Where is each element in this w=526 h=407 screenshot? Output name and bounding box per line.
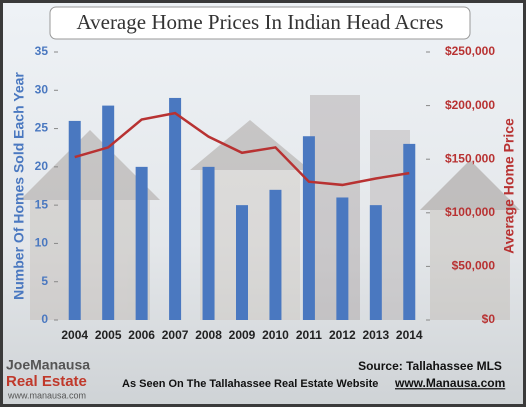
bar [169,97,182,320]
y2-tick-label: $250,000 [445,44,495,58]
logo-url: www.manausa.com [7,390,86,400]
y-tick-label: 30 [35,82,49,96]
chart-title: Average Home Prices In Indian Head Acres [77,10,444,34]
background [3,3,523,404]
x-tick-label: 2008 [195,328,222,342]
bar [102,105,115,320]
footer-url: www.Manausa.com [394,376,505,390]
source: Source: Tallahassee MLS [358,359,502,373]
y2-tick-label: $150,000 [445,151,495,165]
y-tick-label: 5 [41,274,48,288]
y-axis-label: Number Of Homes Sold Each Year [11,72,27,300]
bar [202,166,215,320]
x-tick-label: 2006 [128,328,155,342]
x-tick-label: 2007 [162,328,189,342]
y2-tick-label: $0 [482,312,496,326]
bar [369,205,382,320]
x-tick-label: 2010 [262,328,289,342]
footer-text: As Seen On The Tallahassee Real Estate W… [122,378,378,390]
bar [336,197,349,320]
bar [68,120,81,321]
x-tick-label: 2013 [362,328,389,342]
y-tick-label: 20 [35,159,49,173]
price-line [74,111,410,187]
y2-tick-label: $100,000 [445,205,495,219]
title-box [49,6,471,40]
x-tick-label: 2014 [396,328,423,342]
bar [236,205,248,320]
y-tick-label: 35 [35,44,49,58]
y2-tick-label: $200,000 [445,98,495,112]
x-tick-label: 2004 [61,328,88,342]
x-tick-label: 2011 [296,328,322,342]
logo-sub: Real Estate [6,373,87,390]
bar [269,189,282,320]
y-tick-label: 25 [35,121,49,135]
bar [403,143,416,320]
x-tick-label: 2012 [329,328,356,342]
y-tick-label: 10 [35,236,49,250]
x-tick-label: 2009 [229,328,256,342]
y2-axis-label: Average Home Price [501,118,517,254]
logo-name: JoeManausa [6,357,90,373]
x-tick-label: 2005 [95,328,122,342]
bar [302,136,315,320]
y2-tick-label: $50,000 [452,259,496,273]
y-tick-label: 15 [35,197,49,211]
bar [135,166,148,320]
y-tick-label: 0 [41,312,48,326]
